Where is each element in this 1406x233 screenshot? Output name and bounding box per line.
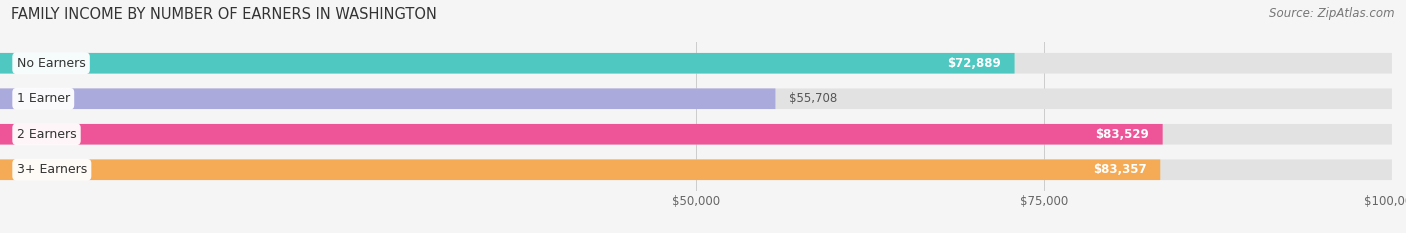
Text: 2 Earners: 2 Earners xyxy=(17,128,76,141)
FancyBboxPatch shape xyxy=(0,53,1015,74)
FancyBboxPatch shape xyxy=(0,89,776,109)
FancyBboxPatch shape xyxy=(0,124,1163,144)
FancyBboxPatch shape xyxy=(0,53,1392,74)
Text: $55,708: $55,708 xyxy=(789,92,838,105)
FancyBboxPatch shape xyxy=(0,124,1392,144)
Text: No Earners: No Earners xyxy=(17,57,86,70)
Text: $83,357: $83,357 xyxy=(1092,163,1146,176)
Text: FAMILY INCOME BY NUMBER OF EARNERS IN WASHINGTON: FAMILY INCOME BY NUMBER OF EARNERS IN WA… xyxy=(11,7,437,22)
Text: Source: ZipAtlas.com: Source: ZipAtlas.com xyxy=(1270,7,1395,20)
Text: $72,889: $72,889 xyxy=(946,57,1001,70)
FancyBboxPatch shape xyxy=(0,159,1392,180)
FancyBboxPatch shape xyxy=(0,159,1160,180)
Text: 1 Earner: 1 Earner xyxy=(17,92,70,105)
FancyBboxPatch shape xyxy=(0,89,1392,109)
Text: $83,529: $83,529 xyxy=(1095,128,1149,141)
Text: 3+ Earners: 3+ Earners xyxy=(17,163,87,176)
